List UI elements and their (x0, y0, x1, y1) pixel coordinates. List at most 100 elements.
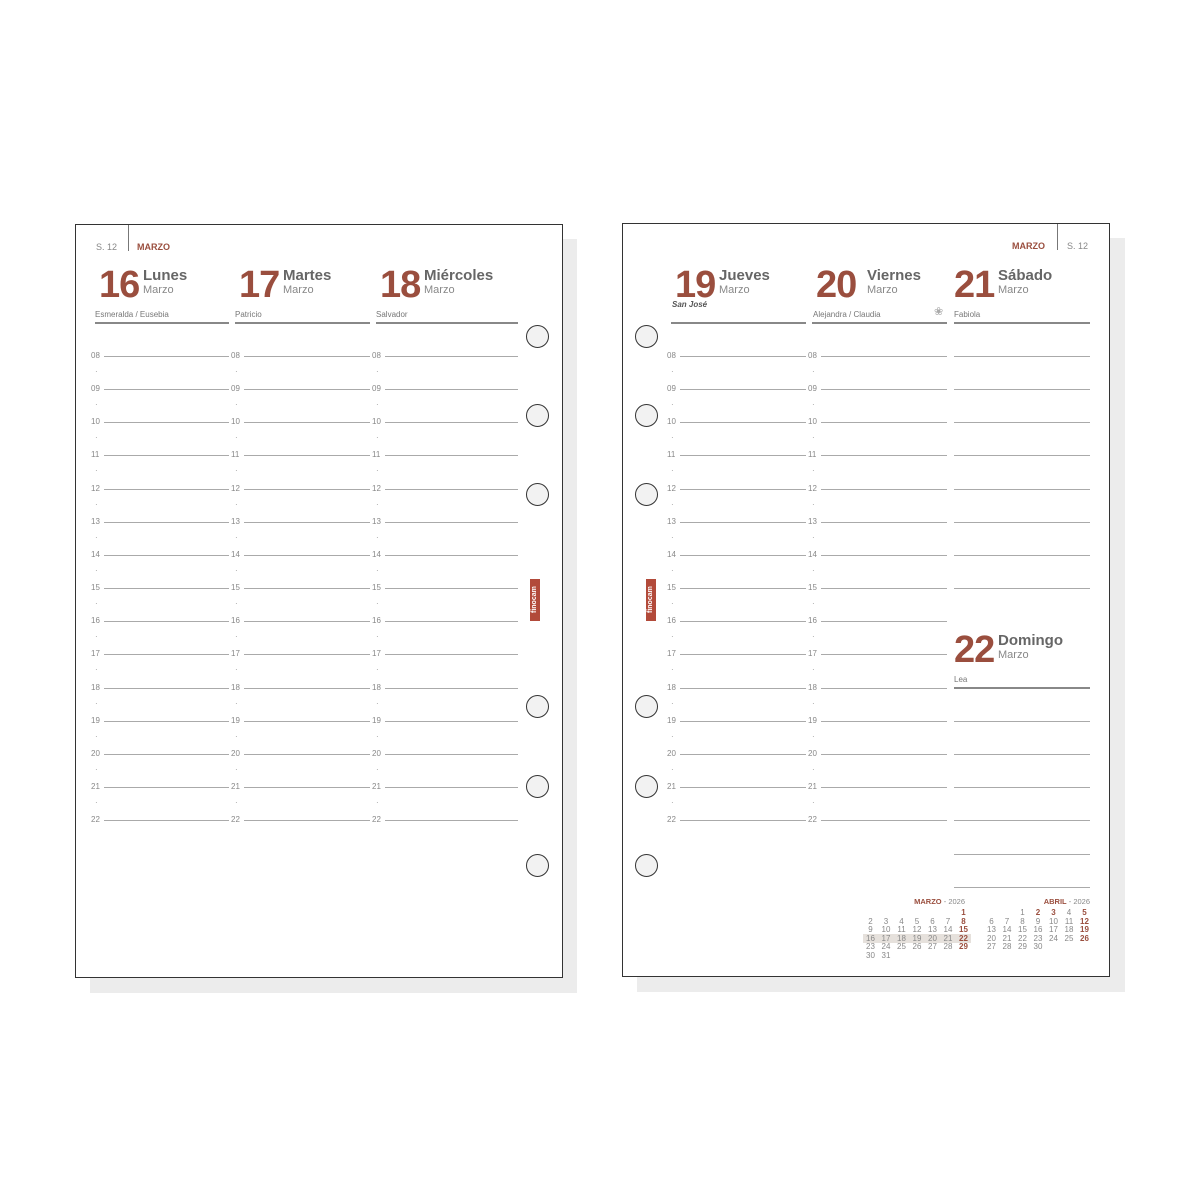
hour-line[interactable] (385, 654, 518, 656)
hour-line[interactable] (680, 554, 806, 556)
hour-line[interactable] (821, 389, 947, 391)
mini-calendar-day[interactable]: 4 (899, 916, 904, 926)
mini-calendar-day[interactable]: 7 (945, 916, 951, 926)
mini-calendar-day[interactable]: 5 (1082, 908, 1087, 917)
hour-line[interactable] (244, 720, 370, 722)
hour-line[interactable] (104, 389, 229, 391)
hour-line[interactable] (104, 455, 229, 457)
mini-calendar-day[interactable]: 21 (943, 933, 953, 943)
hour-line[interactable] (821, 687, 947, 689)
mini-calendar-day[interactable]: 14 (943, 925, 953, 935)
hour-line[interactable] (680, 488, 806, 490)
hour-line[interactable] (821, 753, 947, 755)
hour-line[interactable] (104, 621, 229, 623)
hour-line[interactable] (385, 356, 518, 357)
hour-line[interactable] (385, 521, 518, 523)
hour-line[interactable] (680, 654, 806, 656)
sunday-line[interactable] (954, 754, 1090, 756)
sunday-line[interactable] (954, 820, 1090, 822)
hour-line[interactable] (821, 422, 947, 424)
mini-calendar-day[interactable]: 8 (961, 916, 966, 926)
hour-line[interactable] (244, 654, 370, 656)
mini-calendar-day[interactable]: 27 (928, 942, 937, 952)
mini-calendar-day[interactable]: 3 (883, 916, 889, 926)
hour-line[interactable] (104, 654, 229, 656)
mini-calendar-day[interactable]: 15 (1018, 925, 1027, 935)
hour-line[interactable] (104, 356, 229, 357)
hour-line[interactable] (104, 687, 229, 689)
mini-calendar-day[interactable]: 24 (1049, 933, 1058, 943)
hour-line[interactable] (821, 588, 947, 590)
hour-line[interactable] (680, 687, 806, 689)
hour-line[interactable] (385, 488, 518, 490)
hour-line[interactable] (680, 455, 806, 457)
hour-line[interactable] (244, 521, 370, 523)
saturday-line[interactable] (954, 422, 1090, 424)
mini-calendar-day[interactable]: 11 (897, 925, 906, 935)
hour-line[interactable] (821, 356, 947, 357)
saturday-line[interactable] (954, 521, 1090, 523)
mini-calendar-day[interactable]: 26 (1080, 933, 1089, 943)
hour-line[interactable] (680, 356, 806, 357)
saturday-line[interactable] (954, 488, 1090, 490)
mini-calendar-day[interactable]: 27 (987, 942, 996, 952)
hour-line[interactable] (680, 786, 806, 788)
hour-line[interactable] (244, 389, 370, 391)
mini-calendar-day[interactable]: 6 (930, 916, 935, 926)
mini-calendar-day[interactable]: 20 (987, 933, 996, 943)
sunday-line[interactable] (954, 853, 1090, 855)
hour-line[interactable] (244, 786, 370, 788)
mini-calendar-day[interactable]: 12 (912, 925, 922, 935)
hour-line[interactable] (385, 720, 518, 722)
hour-line[interactable] (821, 621, 947, 623)
mini-calendar-day[interactable]: 20 (928, 933, 937, 943)
saturday-line[interactable] (954, 356, 1090, 357)
hour-line[interactable] (244, 687, 370, 689)
mini-calendar-day[interactable]: 17 (881, 933, 891, 943)
hour-line[interactable] (385, 455, 518, 457)
hour-line[interactable] (385, 389, 518, 391)
hour-line[interactable] (104, 554, 229, 556)
hour-line[interactable] (680, 389, 806, 391)
hour-line[interactable] (680, 753, 806, 755)
hour-line[interactable] (244, 621, 370, 623)
hour-line[interactable] (680, 720, 806, 722)
hour-line[interactable] (244, 820, 370, 822)
mini-calendar-day[interactable]: 16 (1033, 925, 1043, 935)
mini-calendar-day[interactable]: 29 (959, 942, 968, 952)
mini-calendar-day[interactable]: 8 (1020, 916, 1025, 926)
mini-calendar-day[interactable]: 9 (1035, 916, 1041, 926)
hour-line[interactable] (821, 455, 947, 457)
mini-calendar-day[interactable]: 23 (866, 942, 875, 952)
hour-line[interactable] (104, 753, 229, 755)
hour-line[interactable] (821, 786, 947, 788)
hour-line[interactable] (385, 621, 518, 623)
hour-line[interactable] (104, 820, 229, 822)
hour-line[interactable] (680, 521, 806, 523)
mini-calendar-day[interactable]: 19 (1080, 925, 1089, 935)
hour-line[interactable] (244, 554, 370, 556)
mini-calendar-day[interactable]: 7 (1004, 916, 1010, 926)
saturday-line[interactable] (954, 588, 1090, 590)
hour-line[interactable] (385, 786, 518, 788)
mini-calendar-day[interactable]: 10 (881, 925, 891, 935)
mini-calendar-day[interactable]: 31 (881, 951, 891, 960)
hour-line[interactable] (244, 356, 370, 357)
mini-calendar-day[interactable]: 16 (866, 933, 875, 943)
hour-line[interactable] (244, 488, 370, 490)
mini-calendar-day[interactable]: 26 (912, 942, 922, 952)
hour-line[interactable] (821, 488, 947, 490)
hour-line[interactable] (244, 422, 370, 424)
hour-line[interactable] (821, 554, 947, 556)
hour-line[interactable] (104, 786, 229, 788)
mini-calendar-day[interactable]: 5 (914, 916, 920, 926)
hour-line[interactable] (680, 422, 806, 424)
mini-calendar-day[interactable]: 17 (1049, 925, 1058, 935)
hour-line[interactable] (104, 521, 229, 523)
mini-calendar-day[interactable]: 19 (912, 933, 922, 943)
mini-calendar-day[interactable]: 2 (868, 916, 873, 926)
hour-line[interactable] (244, 455, 370, 457)
mini-calendar-day[interactable]: 28 (1002, 942, 1012, 952)
hour-line[interactable] (244, 588, 370, 590)
mini-calendar-day[interactable]: 12 (1080, 916, 1089, 926)
